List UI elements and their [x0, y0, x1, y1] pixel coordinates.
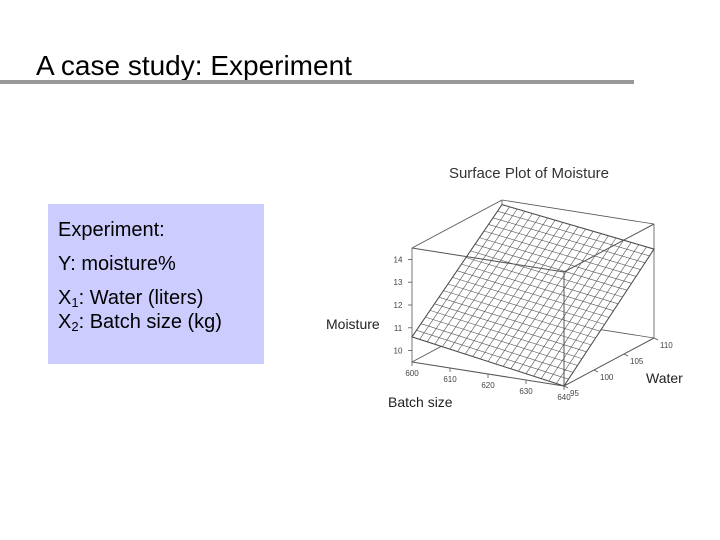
z-tick-label: 10: [394, 347, 403, 356]
surface-grid-line: [461, 263, 614, 311]
y-tick-mark: [593, 369, 599, 373]
surface-grid-line: [518, 235, 609, 372]
surface-grid-line: [488, 224, 641, 270]
z-tick-label: 13: [394, 278, 403, 287]
info-factor-x2: X2: Batch size (kg): [58, 310, 264, 334]
chart-box-edge: [563, 337, 655, 387]
surface-grid-line: [479, 237, 632, 284]
surface-grid-line: [456, 270, 610, 318]
x1-description: : Water (liters): [78, 287, 204, 309]
y-tick-mark: [563, 385, 569, 389]
x1-symbol: X: [58, 287, 72, 309]
surface-grid-line: [474, 244, 628, 291]
y-tick-label: 105: [630, 357, 644, 366]
surface-grid-line: [556, 246, 647, 384]
surface-grid-line: [540, 242, 632, 379]
chart-box-edge: [411, 247, 565, 273]
chart-box-edge: [563, 223, 655, 273]
z-tick-label: 14: [394, 255, 403, 264]
x-tick-label: 620: [481, 381, 495, 390]
x-tick-label: 600: [405, 369, 419, 378]
chart-box-edge: [501, 199, 655, 225]
surface-grid-line: [563, 248, 655, 387]
experiment-info-box: Experiment: Y: moisture% X1: Water (lite…: [48, 204, 264, 364]
info-heading: Experiment:: [58, 219, 165, 241]
x-tick-label: 640: [557, 393, 571, 402]
x-tick-label: 630: [519, 387, 533, 396]
x-axis-label: Batch size: [388, 394, 453, 410]
y-tick-mark: [653, 337, 659, 341]
surface-grid-line: [495, 228, 586, 365]
surface-grid-line: [492, 217, 646, 264]
z-tick-label: 12: [394, 301, 403, 310]
chart-box-edge: [411, 199, 503, 249]
y-tick-label: 100: [600, 373, 614, 382]
chart-title: Surface Plot of Moisture: [449, 165, 609, 182]
surface-grid-line: [497, 210, 650, 257]
surface-mesh: [411, 204, 655, 387]
surface-grid-line: [501, 204, 655, 250]
y-tick-label: 95: [570, 389, 579, 398]
slide-title: A case study: Experiment: [36, 50, 352, 81]
surface-grid-line: [533, 240, 624, 377]
surface-grid-line: [525, 237, 617, 374]
y-tick-label: 110: [660, 341, 673, 350]
x1-subscript: 1: [71, 295, 79, 310]
info-response-variable: Y: moisture%: [58, 253, 176, 275]
x2-symbol: X: [58, 311, 72, 333]
surface-grid-line: [465, 257, 619, 305]
z-axis-label: Moisture: [326, 316, 380, 332]
x2-description: : Batch size (kg): [78, 311, 222, 333]
z-tick-label: 11: [394, 324, 403, 333]
info-factor-x1: X1: Water (liters): [58, 286, 264, 310]
x-tick-label: 610: [443, 375, 457, 384]
surface-plot-chart: Surface Plot of Moisture 10 11 12 13 14 600 61…: [326, 165, 683, 410]
title-underline: [0, 80, 634, 84]
surface-grid-line: [470, 250, 623, 298]
axis-ticks: 10 11 12 13 14 600 610 620 630 640 95 100 105 110: [394, 255, 674, 402]
surface-grid-line: [483, 230, 637, 277]
surface-grid-line: [502, 231, 594, 367]
x2-subscript: 2: [71, 319, 79, 334]
surface-grid-line: [510, 233, 602, 369]
y-axis-label: Water: [646, 370, 683, 386]
y-tick-mark: [623, 353, 629, 357]
